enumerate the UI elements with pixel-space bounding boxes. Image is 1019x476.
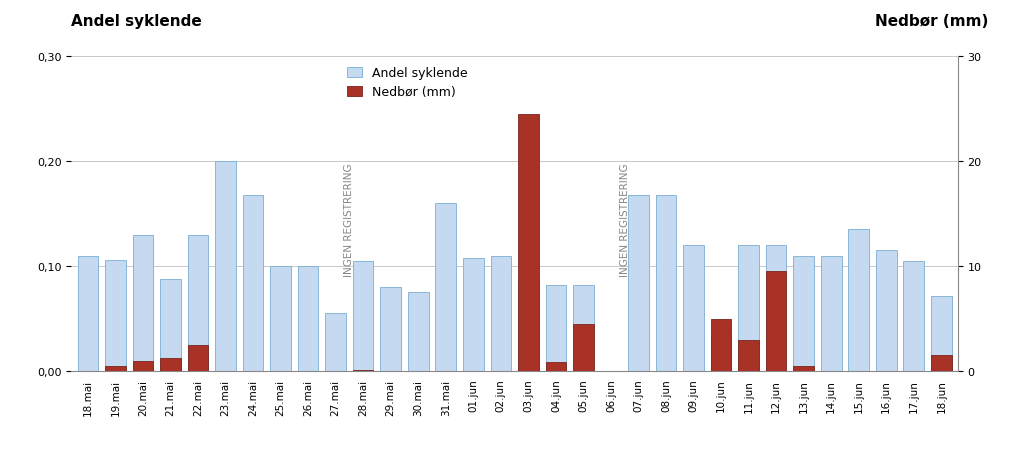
Bar [353, 261, 374, 371]
Bar [132, 361, 153, 371]
Bar [105, 260, 125, 371]
Bar [766, 246, 787, 371]
Bar [270, 267, 290, 371]
Bar [766, 272, 787, 371]
Bar [160, 279, 180, 371]
Bar [187, 235, 208, 371]
Bar [187, 345, 208, 371]
Bar [739, 246, 759, 371]
Bar [711, 319, 732, 371]
Bar [408, 293, 429, 371]
Bar [573, 286, 594, 371]
Bar [215, 162, 235, 371]
Text: INGEN REGISTRERING: INGEN REGISTRERING [344, 163, 355, 276]
Bar [490, 256, 512, 371]
Bar [435, 204, 457, 371]
Bar [160, 359, 180, 371]
Bar [711, 335, 732, 371]
Bar [132, 235, 153, 371]
Legend: Andel syklende, Nedbør (mm): Andel syklende, Nedbør (mm) [343, 63, 472, 103]
Bar [628, 195, 649, 371]
Bar [573, 324, 594, 371]
Bar [821, 256, 842, 371]
Text: INGEN REGISTRERING: INGEN REGISTRERING [620, 163, 630, 276]
Text: Andel syklende: Andel syklende [71, 14, 202, 29]
Bar [77, 256, 98, 371]
Bar [353, 370, 374, 371]
Bar [518, 282, 539, 371]
Bar [518, 115, 539, 371]
Bar [545, 362, 567, 371]
Bar [794, 256, 814, 371]
Bar [325, 314, 346, 371]
Bar [380, 288, 401, 371]
Bar [298, 267, 318, 371]
Bar [655, 195, 677, 371]
Bar [876, 251, 897, 371]
Bar [931, 296, 952, 371]
Bar [931, 356, 952, 371]
Bar [849, 230, 869, 371]
Text: Nedbør (mm): Nedbør (mm) [875, 14, 988, 29]
Bar [739, 340, 759, 371]
Bar [545, 286, 567, 371]
Bar [463, 258, 484, 371]
Bar [904, 261, 924, 371]
Bar [243, 195, 263, 371]
Bar [105, 366, 125, 371]
Bar [794, 366, 814, 371]
Bar [683, 246, 704, 371]
